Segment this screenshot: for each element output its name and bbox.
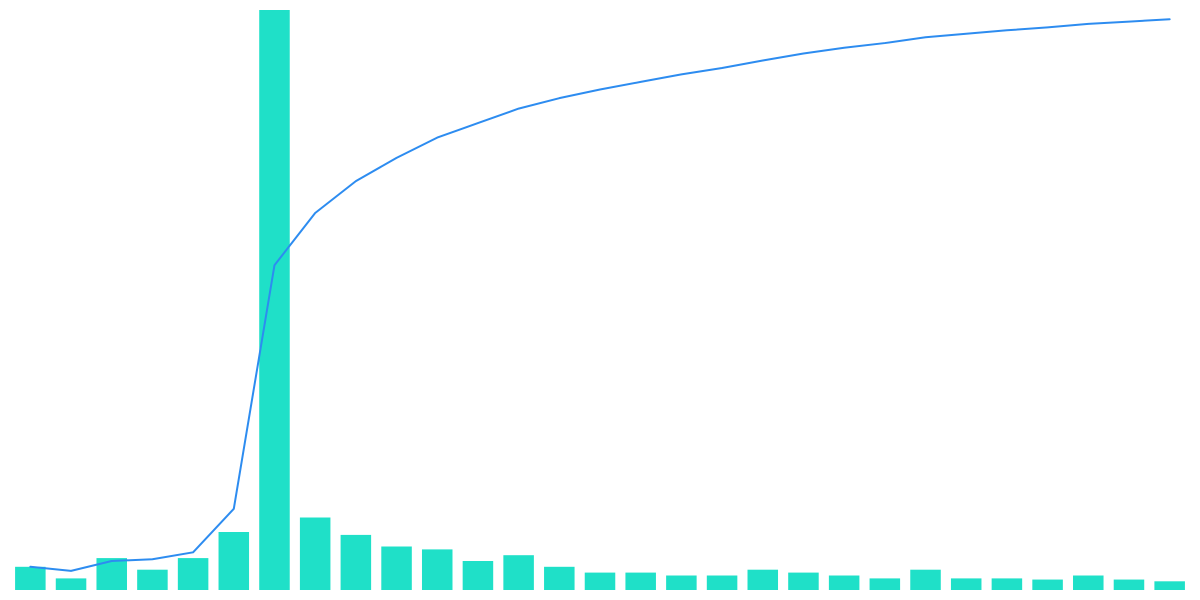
bar	[992, 578, 1023, 590]
bar	[178, 558, 209, 590]
bar	[1032, 580, 1063, 590]
bar	[870, 578, 901, 590]
bar	[666, 576, 697, 591]
bar	[503, 555, 534, 590]
bar	[951, 578, 982, 590]
cumulative-line	[30, 19, 1169, 571]
bar	[1073, 576, 1104, 591]
bar	[463, 561, 494, 590]
bar	[219, 532, 250, 590]
bar	[707, 576, 738, 591]
bar	[422, 549, 453, 590]
bar	[381, 547, 412, 591]
bar	[259, 10, 290, 590]
bar	[625, 573, 656, 590]
bar	[829, 576, 860, 591]
bar-series	[15, 10, 1185, 590]
bar	[748, 570, 779, 590]
bar	[15, 567, 46, 590]
bar	[788, 573, 819, 590]
bar	[910, 570, 941, 590]
bar	[137, 570, 168, 590]
bar	[1154, 581, 1185, 590]
bar	[585, 573, 616, 590]
bar	[544, 567, 575, 590]
bar	[1114, 580, 1145, 590]
bar	[300, 518, 331, 591]
pareto-chart	[0, 0, 1200, 600]
bar	[56, 578, 87, 590]
bar	[341, 535, 372, 590]
